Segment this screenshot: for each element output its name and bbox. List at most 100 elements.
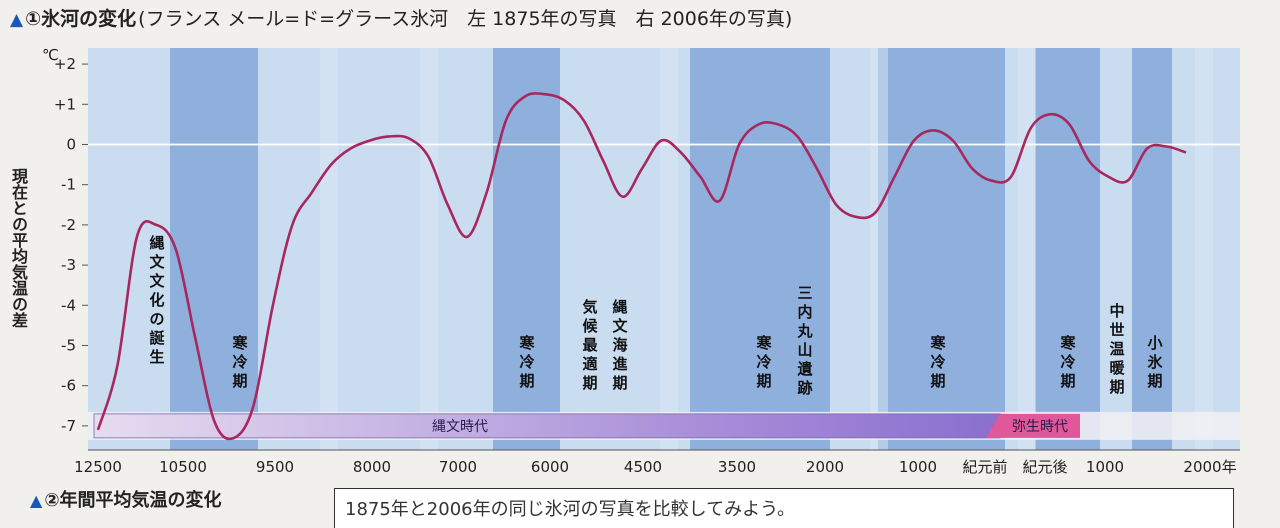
y-axis-title: 現在との平均気温の差 (9, 168, 28, 328)
annotation-char: 縄 (149, 234, 164, 252)
annotation-char: 文 (149, 272, 165, 290)
x-tick-label: 2000 (806, 458, 844, 476)
y-tick-label: -2 (61, 216, 76, 234)
figure-title: ▲ ①氷河の変化 (フランス メール=ド=グラース氷河 左 1875年の写真 右 2… (10, 4, 792, 31)
annotation-char: 暖 (1109, 359, 1125, 377)
x-tick-label: 12500 (74, 458, 122, 476)
x-tick-label: 2000年 (1183, 458, 1236, 476)
y-tick-label: 0 (66, 135, 76, 153)
y-tick-label: -6 (61, 377, 76, 395)
annotation-label: 縄文海進期 (612, 298, 628, 392)
annotation-char: 温 (1109, 340, 1124, 358)
period-label-jomon: 縄文時代 (432, 419, 488, 435)
light-stripe (1195, 48, 1213, 450)
annotation-label: 寒冷期 (756, 334, 772, 390)
light-stripe (320, 48, 338, 450)
annotation-char: 生 (149, 348, 164, 366)
annotation-char: 寒 (232, 334, 248, 352)
x-tick-label: 紀元後 (1022, 458, 1067, 476)
annotation-char: 海 (612, 336, 627, 354)
annotation-char: 寒 (756, 334, 772, 352)
figure-subtitle: (フランス メール=ド=グラース氷河 左 1875年の写真 右 2006年の写真… (138, 8, 793, 30)
y-tick-label: -5 (61, 336, 76, 354)
annotation-char: 寒 (1060, 334, 1076, 352)
annotation-char: 期 (519, 372, 534, 390)
y-tick-label: +2 (54, 55, 76, 73)
annotation-label: 気候最適期 (582, 298, 598, 392)
section-2-title: ▲ ②年間平均気温の変化 (30, 486, 222, 512)
section-2-title-text: ②年間平均気温の変化 (44, 490, 222, 511)
annotation-char: 文 (612, 317, 628, 335)
annotation-char: 冷 (930, 353, 945, 371)
annotation-char: 縄 (612, 298, 627, 316)
annotation-char: 寒 (519, 334, 535, 352)
annotation-char: 内 (797, 303, 812, 321)
y-tick-label: -7 (61, 417, 76, 435)
annotation-char: 冷 (232, 353, 247, 371)
light-stripe (1018, 48, 1036, 450)
temperature-chart: 縄文時代 弥生時代 ℃+2 +1 0 -1 -2 -3 -4 -5 -6 -7 12500 10500… (42, 46, 1240, 476)
annotation-char: 遺 (796, 360, 813, 378)
jomon-period-bar (93, 413, 1001, 439)
annotation-char: 期 (756, 372, 771, 390)
annotation-char: 跡 (797, 379, 812, 397)
cold-band (878, 48, 1005, 450)
annotation-char: 冷 (1060, 353, 1075, 371)
cold-band (690, 48, 830, 450)
x-tick-label: 8000 (353, 458, 391, 476)
annotation-char: 期 (232, 372, 247, 390)
annotation-char: 適 (582, 355, 597, 373)
annotation-char: 期 (930, 372, 945, 390)
annotation-label: 中世温暖期 (1109, 302, 1125, 396)
annotation-char: 気 (582, 298, 597, 316)
y-tick-label: -3 (61, 256, 76, 274)
annotation-label: 寒冷期 (519, 334, 535, 390)
annotation-char: 冷 (519, 353, 534, 371)
annotation-char: 進 (612, 355, 628, 373)
annotation-char: 世 (1109, 321, 1124, 339)
period-bars: 縄文時代 弥生時代 (88, 411, 1240, 440)
y-ticks: ℃+2 +1 0 -1 -2 -3 -4 -5 -6 -7 (42, 46, 88, 435)
note-box: 1875年と2006年の同じ氷河の写真を比較してみよう。 (334, 488, 1234, 528)
y-tick-label: +1 (54, 95, 76, 113)
x-tick-label: 9500 (256, 458, 294, 476)
temperature-line (96, 92, 1187, 441)
y-tick-label: -4 (61, 296, 76, 314)
annotation-char: 中 (1109, 302, 1124, 320)
annotation-char: 寒 (930, 334, 946, 352)
x-tick-label: 1000 (899, 458, 937, 476)
annotation-label: 縄文文化の誕生 (149, 234, 165, 366)
annotation-char: 最 (582, 336, 598, 354)
figure-title-main: ①氷河の変化 (25, 8, 137, 30)
light-stripe (870, 48, 888, 450)
annotation-char: の (149, 310, 164, 328)
light-stripe (660, 48, 678, 450)
annotation-char: 文 (149, 253, 165, 271)
triangle-marker-icon: ▲ (10, 10, 24, 30)
annotation-char: 候 (582, 317, 598, 335)
y-unit-label: ℃ (42, 46, 59, 64)
annotation-label: 寒冷期 (232, 334, 248, 390)
x-tick-label: 1000 (1086, 458, 1124, 476)
annotation-char: 期 (612, 374, 627, 392)
cold-band (170, 48, 258, 450)
x-tick-label: 紀元前 (962, 458, 1007, 476)
annotations: 縄文文化の誕生寒冷期寒冷期気候最適期縄文海進期寒冷期三内丸山遺跡寒冷期寒冷期中世… (149, 234, 1163, 397)
x-tick-label: 6000 (531, 458, 569, 476)
annotation-label: 三内丸山遺跡 (796, 284, 813, 397)
annotation-char: 誕 (149, 329, 164, 347)
triangle-marker-icon: ▲ (30, 491, 43, 510)
x-tick-label: 3500 (718, 458, 756, 476)
x-tick-label: 7000 (439, 458, 477, 476)
annotation-char: 期 (1109, 378, 1124, 396)
annotation-char: 小 (1147, 334, 1162, 352)
annotation-char: 期 (582, 374, 597, 392)
annotation-char: 山 (797, 341, 812, 359)
annotation-label: 寒冷期 (930, 334, 946, 390)
annotation-char: 三 (797, 284, 812, 302)
annotation-char: 丸 (796, 322, 813, 340)
x-tick-label: 10500 (159, 458, 207, 476)
annotation-char: 冷 (756, 353, 771, 371)
cold-band (493, 48, 560, 450)
light-stripe (420, 48, 438, 450)
